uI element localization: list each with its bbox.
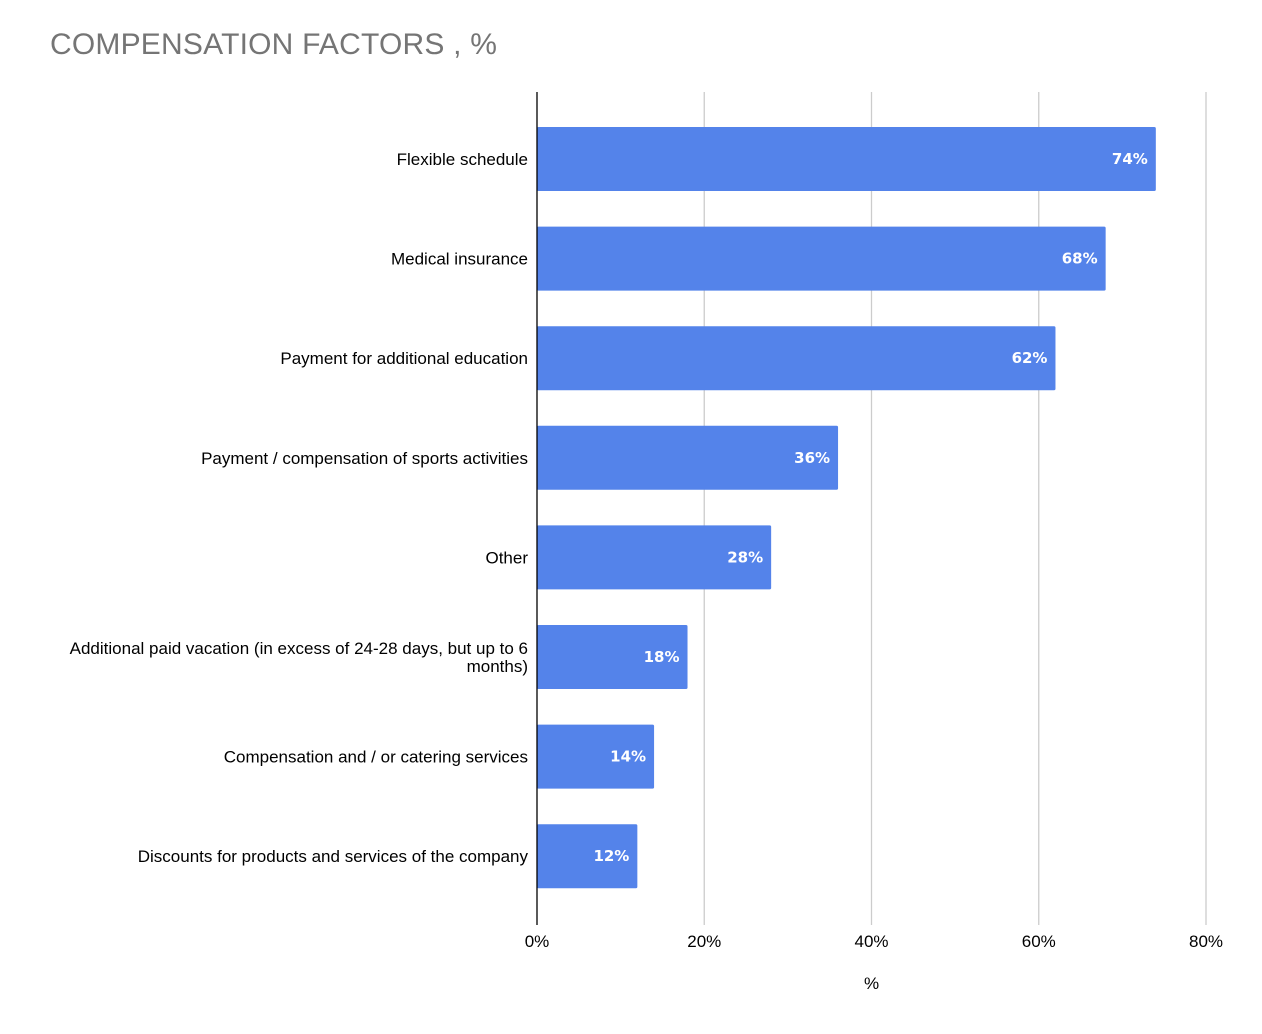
bar-7 (537, 824, 638, 889)
data-label-0: 74% (1112, 150, 1148, 168)
data-label-3: 36% (794, 449, 830, 467)
bars: 74% 68% 62% 36% 28% 18% 14% 12% (537, 127, 1156, 889)
x-tick-label-3: 60% (1022, 932, 1056, 951)
data-label-5: 18% (644, 648, 680, 666)
category-label-2: Payment for additional education (280, 349, 528, 368)
bar-5 (537, 625, 688, 689)
bar-0 (537, 127, 1156, 191)
bar-1 (537, 226, 1106, 291)
bar-4 (537, 525, 772, 590)
bar-3 (537, 425, 839, 490)
category-label-1: Medical insurance (391, 250, 528, 269)
x-axis-title: % (864, 974, 879, 993)
data-label-7: 12% (593, 847, 629, 865)
category-label-7: Discounts for products and services of t… (138, 847, 529, 866)
x-tick-label-4: 80% (1189, 932, 1223, 951)
bar-6 (537, 724, 655, 789)
grid-lines (703, 92, 1207, 925)
category-label-5: Additional paid vacation (in excess of 2… (70, 639, 528, 676)
data-label-1: 68% (1062, 250, 1098, 268)
x-tick-labels: 0% 20% 40% 60% 80% (525, 932, 1223, 951)
bar-2 (537, 326, 1056, 391)
category-label-0: Flexible schedule (397, 150, 528, 169)
category-labels: Flexible schedule Medical insurance Paymen… (70, 150, 529, 866)
x-tick-label-2: 40% (854, 932, 888, 951)
category-label-4: Other (485, 548, 528, 567)
data-label-6: 14% (610, 748, 646, 766)
data-label-2: 62% (1012, 349, 1048, 367)
x-tick-label-0: 0% (525, 932, 550, 951)
data-label-4: 28% (727, 548, 763, 566)
chart-title: COMPENSATION FACTORS , % (50, 28, 498, 61)
category-label-6: Compensation and / or catering services (224, 748, 528, 767)
category-label-3: Payment / compensation of sports activit… (201, 449, 528, 468)
x-tick-label-1: 20% (687, 932, 721, 951)
